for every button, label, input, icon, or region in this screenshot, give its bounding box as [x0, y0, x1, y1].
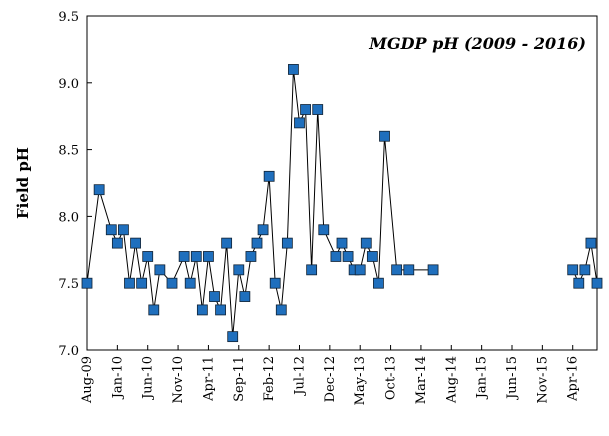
marker — [215, 304, 226, 316]
marker — [573, 277, 585, 289]
y-tick-label: 8.0 — [58, 210, 79, 225]
marker — [567, 264, 579, 276]
marker — [427, 264, 439, 276]
line — [86, 69, 434, 337]
marker — [154, 264, 166, 276]
marker — [233, 264, 245, 276]
marker — [275, 304, 287, 316]
marker — [227, 331, 239, 343]
x-tick-label: Apr-16 — [566, 356, 581, 402]
marker — [130, 237, 141, 249]
marker — [124, 277, 135, 289]
x-tick-label: Jan-10 — [110, 356, 125, 400]
marker — [178, 251, 190, 262]
marker — [81, 277, 93, 289]
x-tick-label: Feb-12 — [262, 356, 277, 401]
marker — [373, 277, 384, 289]
marker — [318, 224, 330, 236]
marker — [579, 264, 591, 276]
marker — [300, 104, 311, 115]
y-tick-label: 9.5 — [58, 10, 79, 25]
marker — [93, 184, 105, 196]
x-tick-label: Jun-10 — [141, 356, 156, 401]
marker — [184, 277, 196, 289]
x-tick-label: Mar-14 — [414, 356, 429, 404]
marker — [585, 237, 597, 249]
marker — [342, 251, 354, 262]
marker — [190, 251, 202, 262]
marker — [336, 237, 348, 249]
chart-title: MGDP pH (2009 - 2016) — [368, 34, 586, 53]
marker — [330, 251, 342, 262]
marker — [203, 251, 214, 262]
y-tick-label: 7.0 — [58, 344, 79, 359]
marker — [166, 277, 178, 289]
x-tick-label: Dec-12 — [323, 356, 338, 402]
x-tick-label: Aug-09 — [80, 356, 95, 404]
marker — [391, 264, 403, 276]
marker — [239, 291, 251, 302]
x-tick-label: Apr-11 — [201, 356, 216, 402]
marker — [354, 264, 366, 276]
y-tick-label: 9.0 — [58, 77, 79, 92]
line — [572, 243, 598, 285]
marker — [306, 264, 318, 276]
x-tick-label: Sep-11 — [232, 356, 247, 402]
marker — [312, 104, 324, 115]
x-tick-label: May-13 — [353, 356, 368, 405]
x-tick-label: Aug-14 — [444, 356, 459, 404]
marker — [105, 224, 117, 236]
marker — [288, 64, 299, 75]
marker — [263, 170, 275, 182]
marker — [294, 117, 305, 129]
x-tick-label: Oct-13 — [384, 356, 399, 400]
x-tick-label: Jun-15 — [505, 356, 520, 401]
y-axis-label: Field pH — [14, 147, 32, 219]
marker — [136, 277, 148, 289]
marker — [269, 277, 281, 289]
marker — [111, 237, 123, 249]
marker — [118, 224, 129, 236]
marker — [257, 224, 269, 236]
marker — [142, 251, 154, 262]
x-tick-label: Nov-10 — [171, 356, 186, 403]
marker — [591, 277, 603, 289]
marker — [221, 237, 233, 249]
marker — [196, 304, 208, 316]
marker — [251, 237, 263, 249]
x-tick-label: Jan-15 — [475, 356, 490, 400]
marker — [148, 304, 160, 316]
y-tick-label: 8.5 — [58, 144, 79, 159]
marker — [281, 237, 293, 249]
x-tick-label: Nov-15 — [535, 356, 550, 403]
y-tick-label: 7.5 — [58, 277, 79, 292]
marker — [245, 251, 257, 262]
marker — [379, 130, 390, 142]
marker — [360, 237, 372, 249]
marker — [209, 291, 220, 302]
x-tick-label: Jul-12 — [293, 356, 308, 397]
marker — [366, 251, 378, 262]
marker — [403, 264, 415, 276]
plot-frame — [86, 15, 598, 351]
